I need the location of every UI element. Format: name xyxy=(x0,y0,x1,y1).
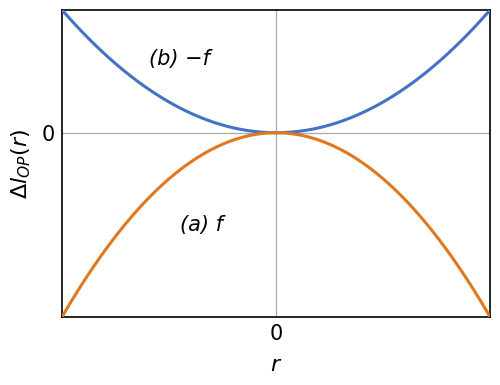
Text: (b) −f: (b) −f xyxy=(149,49,210,69)
Y-axis label: $\Delta l_{OP}(r)$: $\Delta l_{OP}(r)$ xyxy=(10,128,34,199)
X-axis label: $r$: $r$ xyxy=(270,355,282,375)
Text: (a) f: (a) f xyxy=(180,215,222,235)
